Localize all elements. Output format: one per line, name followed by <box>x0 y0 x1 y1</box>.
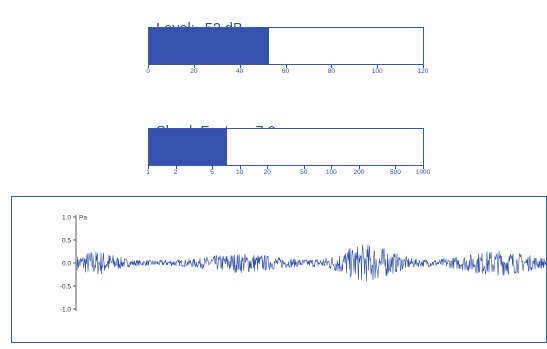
waveform-plot: 1.0 0.5 0.0 -0.5 -1.0 Pa <box>60 214 547 313</box>
axis-tick <box>148 65 149 68</box>
y-unit-label: Pa <box>79 214 87 221</box>
axis-tick <box>193 65 195 68</box>
axis-tick <box>331 166 333 169</box>
axis-tick-label: 40 <box>236 68 244 75</box>
axis-tick <box>239 65 241 68</box>
axis-tick-label: 500 <box>389 169 401 176</box>
axis-tick-label: 200 <box>353 169 365 176</box>
axis-tick <box>285 65 287 68</box>
axis-tick-label: 5 <box>210 169 214 176</box>
axis-tick-label: 1000 <box>415 169 431 176</box>
axis-tick-label: 60 <box>281 68 290 75</box>
axis-tick-label: 80 <box>327 68 335 75</box>
axis-tick <box>148 166 149 169</box>
axis-tick-label: 20 <box>190 68 198 75</box>
axis-tick-label: 20 <box>263 169 271 176</box>
axis-tick <box>267 166 269 169</box>
axis-tick-label: 100 <box>371 68 383 75</box>
shock-meter-axis: 1 2 5 10 20 50 100 200 500 1000 <box>146 166 430 180</box>
axis-tick-label: 0 <box>146 68 150 75</box>
axis-tick <box>303 166 305 169</box>
level-meter-bar <box>148 27 424 65</box>
axis-tick <box>423 166 424 169</box>
axis-tick-label: 10 <box>236 169 244 176</box>
waveform-panel: 1.0 0.5 0.0 -0.5 -1.0 Pa <box>11 196 547 343</box>
y-tick-label: -1.0 <box>60 306 72 313</box>
axis-tick-label: 50 <box>300 169 308 176</box>
y-tick-label: 0.5 <box>62 237 71 244</box>
shock-meter-fill <box>149 129 227 165</box>
axis-tick <box>423 65 424 68</box>
waveform-trace <box>76 244 547 282</box>
shock-meter-bar <box>148 128 424 166</box>
axis-tick <box>175 166 177 169</box>
axis-tick-label: 1 <box>146 169 150 176</box>
axis-tick <box>358 166 360 169</box>
axis-tick <box>239 166 241 169</box>
y-tick-label: -0.5 <box>60 283 72 290</box>
axis-tick <box>377 65 379 68</box>
y-tick-label: 0.0 <box>62 260 71 267</box>
axis-tick-label: 2 <box>173 169 178 176</box>
axis-tick <box>212 166 214 169</box>
axis-tick <box>331 65 333 68</box>
y-tick-label: 1.0 <box>62 214 71 221</box>
level-meter-axis: 0 20 40 60 80 100 120 <box>146 65 428 79</box>
axis-tick-label: 120 <box>417 68 429 75</box>
axis-tick-label: 100 <box>325 169 337 176</box>
level-meter-fill <box>149 28 269 64</box>
axis-tick <box>395 166 397 169</box>
